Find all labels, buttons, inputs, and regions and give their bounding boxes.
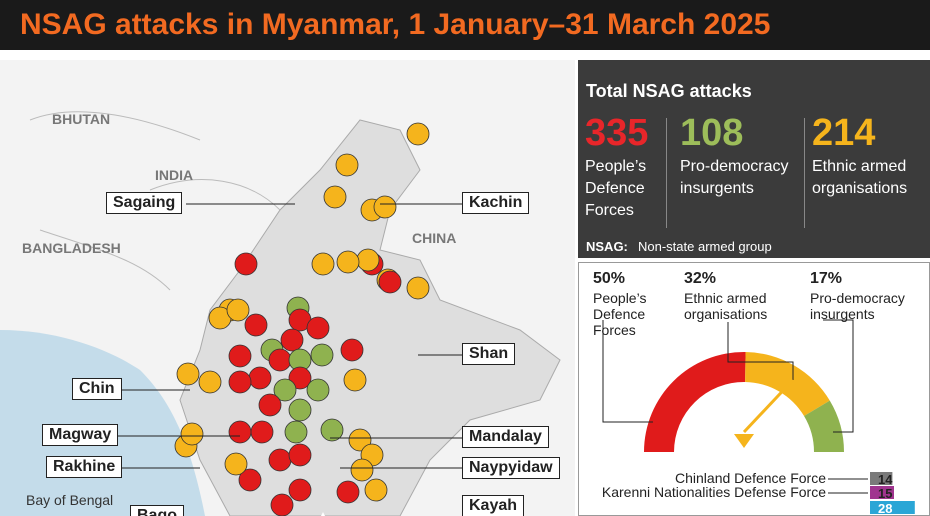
group-value: 15: [878, 486, 892, 501]
region-label: Bago: [130, 505, 184, 516]
attack-marker: [228, 370, 252, 394]
attack-marker: [273, 378, 297, 402]
attack-marker: [288, 443, 312, 467]
attack-marker: [350, 458, 374, 482]
region-label: Kayah: [462, 495, 525, 516]
attack-marker: [364, 478, 388, 502]
attack-marker: [336, 250, 360, 274]
attack-marker: [226, 298, 250, 322]
region-label: Chin: [72, 378, 122, 400]
borders: [29, 111, 281, 291]
attack-marker: [406, 276, 430, 300]
total-label: Pro-democracy insurgents: [680, 158, 789, 197]
country-label: INDIA: [155, 167, 194, 183]
attack-marker: [306, 316, 330, 340]
pointer: [742, 378, 795, 434]
gauge-segment: [644, 352, 746, 452]
gauge-segment: [804, 400, 844, 452]
share-label: People’s Defence Forces: [593, 290, 647, 338]
group-value: 28: [878, 501, 892, 516]
attack-marker: [378, 270, 402, 294]
region-label: Rakhine: [46, 456, 123, 478]
capital-marker: [321, 512, 325, 516]
attack-marker: [270, 493, 294, 516]
region-label: Magway: [42, 424, 119, 446]
attack-marker: [288, 398, 312, 422]
gauge-chart: Chinland Defence Force 14 Karenni National…: [602, 319, 915, 516]
share-label: Pro-democracy insurgents: [810, 290, 905, 322]
attack-marker: [234, 252, 258, 276]
share-label: Ethnic armed organisations: [684, 290, 768, 322]
attack-marker: [320, 418, 344, 442]
attack-marker: [340, 338, 364, 362]
attack-marker: [224, 452, 248, 476]
group-bar: [870, 486, 894, 499]
country-label: BHUTAN: [52, 111, 111, 127]
total-label: Ethnic armed organisations: [812, 158, 908, 197]
title: NSAG attacks in Myanmar, 1 January–31 Ma…: [20, 8, 771, 41]
totals-title: Total NSAG attacks: [586, 81, 752, 101]
note-text: Non-state armed group: [638, 239, 772, 254]
share-value: 50%: [593, 270, 626, 287]
region-label: Naypyidaw: [462, 457, 560, 479]
total-value: 108: [680, 112, 744, 154]
share-value: 32%: [684, 270, 717, 287]
group-bar: [870, 501, 915, 514]
group-value: 14: [878, 472, 893, 487]
total-value: 214: [812, 112, 876, 154]
leader-line: [823, 319, 854, 433]
attack-marker: [244, 313, 268, 337]
attack-marker: [228, 344, 252, 368]
leader-lines: [117, 203, 462, 469]
country-label: CHINA: [412, 230, 457, 246]
divider: [804, 118, 805, 228]
region-label: Kachin: [462, 192, 530, 214]
total-label: People’s Defence Forces: [585, 158, 647, 219]
attack-marker: [335, 153, 359, 177]
attack-marker: [336, 480, 360, 504]
attack-marker: [180, 422, 204, 446]
group-name: Chinland Defence Force: [675, 470, 826, 486]
attack-marker: [176, 362, 200, 386]
attack-marker: [311, 252, 335, 276]
region-label: Shan: [462, 343, 516, 365]
attack-marker: [280, 328, 304, 352]
leader-line: [602, 320, 653, 423]
total-value: 335: [585, 112, 649, 154]
attack-marker: [284, 420, 308, 444]
divider: [666, 118, 667, 228]
attack-marker: [406, 122, 430, 146]
totals-panel: [578, 60, 930, 258]
attack-marker: [323, 185, 347, 209]
attack-marker: [288, 478, 312, 502]
attack-marker: [310, 343, 334, 367]
attack-marker: [228, 420, 252, 444]
group-bar: [870, 472, 893, 485]
header: [0, 0, 930, 50]
attack-marker: [258, 393, 282, 417]
attack-marker: [198, 370, 222, 394]
attack-marker: [348, 428, 372, 452]
attack-marker: [288, 366, 312, 390]
attack-marker: [306, 378, 330, 402]
share-value: 17%: [810, 270, 843, 287]
pointer-head: [734, 434, 754, 448]
group-name: Karenni Nationalities Defense Force: [602, 484, 826, 500]
attack-marker: [343, 368, 367, 392]
country-label: BANGLADESH: [22, 240, 121, 256]
attack-marker: [238, 468, 262, 492]
water-label: Bay of Bengal: [26, 492, 114, 508]
note-term: NSAG:: [586, 239, 628, 254]
attack-markers: [174, 122, 430, 516]
leader-line: [727, 322, 794, 380]
divider: [575, 50, 578, 516]
region-label: Mandalay: [462, 426, 549, 448]
myanmar: [179, 119, 561, 516]
attack-marker: [373, 195, 397, 219]
region-label: Sagaing: [106, 192, 183, 214]
